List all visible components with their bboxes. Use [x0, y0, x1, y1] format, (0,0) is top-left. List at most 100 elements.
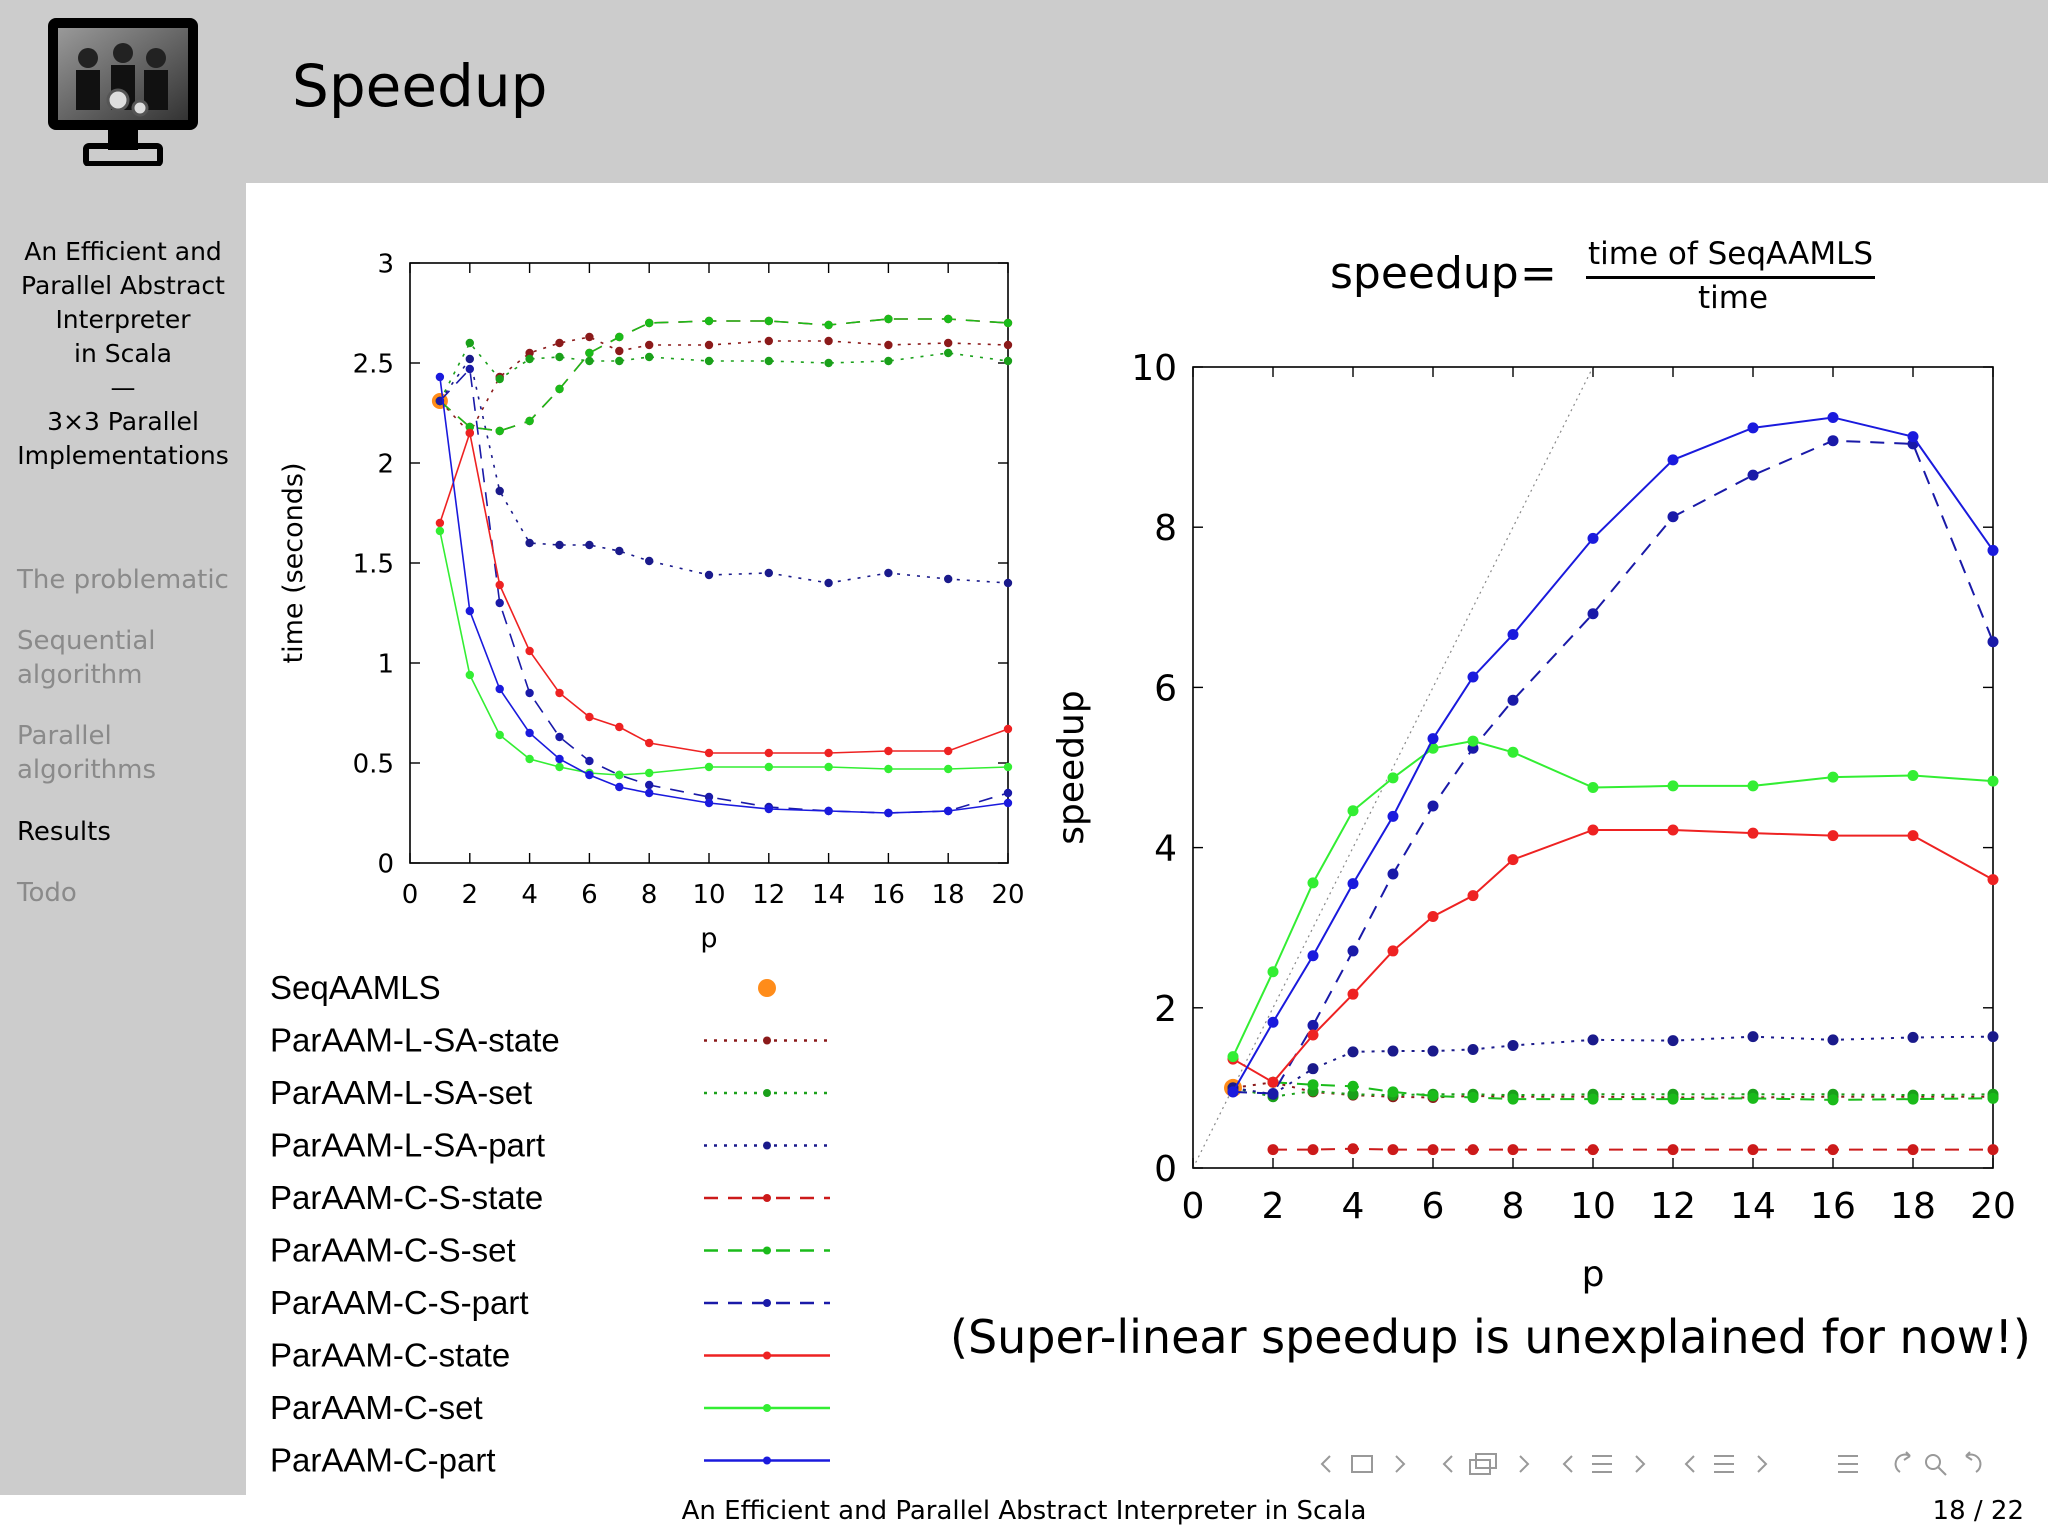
- sidebar-item-sequential-algorithm[interactable]: Sequential algorithm: [17, 624, 156, 692]
- y-tick-label: 2: [1154, 989, 1177, 1030]
- data-point: [1307, 1029, 1319, 1041]
- legend-swatch-point: [763, 1456, 771, 1465]
- data-point: [824, 320, 833, 330]
- legend: SeqAAMLS ParAAM-L-SA-state ParAAM-L-SA-set…: [270, 969, 830, 1479]
- legend-swatch-point: [763, 1036, 771, 1045]
- series-line: [439, 367, 1009, 814]
- data-point: [645, 556, 654, 566]
- y-tick-label: 1: [377, 649, 394, 679]
- data-point: [585, 332, 594, 342]
- data-point: [1347, 988, 1359, 1000]
- data-point: [525, 538, 534, 548]
- data-point: [1507, 746, 1519, 758]
- y-tick-label: 2: [377, 449, 394, 479]
- y-tick-label: 2.5: [353, 349, 394, 379]
- data-point: [1387, 945, 1399, 957]
- data-point: [1507, 1039, 1519, 1051]
- data-point: [944, 746, 953, 756]
- sidebar-heading-line: 3×3 Parallel: [47, 407, 199, 436]
- sidebar-heading-line: —: [110, 373, 136, 402]
- data-point: [764, 316, 773, 326]
- data-point: [944, 764, 953, 774]
- sidebar-heading-line: Implementations: [17, 441, 229, 470]
- y-tick-label: 3: [377, 249, 394, 279]
- data-point: [1467, 1144, 1479, 1156]
- nav-toc-icon[interactable]: [1838, 1455, 1858, 1473]
- data-point: [1427, 733, 1439, 745]
- sidebar-item-label: algorithms: [17, 755, 157, 785]
- legend-label: ParAAM-C-S-state: [270, 1179, 543, 1216]
- data-point: [1427, 1144, 1439, 1156]
- data-point: [704, 356, 714, 366]
- data-point: [465, 364, 474, 374]
- legend-label: SeqAAMLS: [270, 969, 441, 1006]
- data-point: [645, 318, 654, 328]
- series-line: [1232, 416, 1994, 1093]
- nav-back-icon[interactable]: [1894, 1451, 1911, 1473]
- data-point: [1467, 671, 1479, 683]
- x-tick-label: 6: [1422, 1186, 1445, 1227]
- data-point: [1307, 877, 1319, 889]
- sidebar-item-todo[interactable]: Todo: [17, 878, 77, 908]
- formula-numerator: time of SeqAAMLS: [1586, 236, 1876, 279]
- data-point: [824, 762, 833, 772]
- data-point: [764, 356, 773, 366]
- data-point: [1987, 775, 1999, 787]
- data-point: [495, 486, 504, 496]
- series-ParAAM-C-state: [435, 428, 1013, 758]
- data-point: [1827, 411, 1839, 423]
- data-point: [1907, 1144, 1919, 1156]
- data-point: [645, 788, 654, 798]
- nav-section-icon[interactable]: [1562, 1455, 1646, 1473]
- nav-frame-icon[interactable]: [1320, 1455, 1406, 1473]
- nav-search-icon[interactable]: [1925, 1454, 1947, 1476]
- data-point: [1227, 1086, 1239, 1098]
- data-point: [645, 738, 654, 748]
- data-point: [1907, 1093, 1919, 1105]
- nav-forward-icon[interactable]: [1965, 1451, 1982, 1473]
- data-point: [465, 606, 474, 616]
- data-point: [1003, 798, 1013, 808]
- data-point: [1427, 1090, 1439, 1102]
- data-point: [1827, 1034, 1839, 1046]
- data-point: [944, 806, 953, 816]
- legend-label: ParAAM-C-S-set: [270, 1232, 516, 1269]
- data-point: [585, 712, 594, 722]
- data-point: [944, 348, 953, 358]
- data-point: [1307, 950, 1319, 962]
- data-point: [525, 728, 534, 738]
- series-ParAAM-C-set: [435, 526, 1013, 780]
- data-point: [645, 768, 654, 778]
- data-point: [525, 646, 534, 656]
- data-point: [1747, 1092, 1759, 1104]
- data-point: [615, 332, 624, 342]
- sidebar-heading[interactable]: An Efficient and Parallel Abstract Inter…: [0, 235, 246, 473]
- x-tick-label: 2: [1262, 1186, 1285, 1227]
- y-tick-label: 4: [1154, 829, 1177, 870]
- data-point: [585, 770, 594, 780]
- x-tick-label: 4: [521, 880, 538, 910]
- data-point: [1827, 1144, 1839, 1156]
- data-point: [585, 756, 594, 766]
- data-point: [1907, 1031, 1919, 1043]
- data-point: [1307, 1079, 1319, 1091]
- data-point: [1267, 1144, 1279, 1156]
- legend-item: ParAAM-C-set: [270, 1389, 830, 1426]
- sidebar: An Efficient and Parallel Abstract Inter…: [0, 183, 246, 1495]
- series-line: [1232, 828, 1994, 1084]
- sidebar-item-label: Parallel: [17, 721, 112, 751]
- series-ParAAM-C-S-state: [1267, 1143, 1999, 1156]
- nav-subsection-icon[interactable]: [1442, 1453, 1530, 1475]
- x-tick-label: 20: [1970, 1186, 2016, 1227]
- sidebar-item-results[interactable]: Results: [17, 817, 111, 847]
- nav-part-icon[interactable]: [1684, 1455, 1768, 1473]
- data-point: [1907, 431, 1919, 443]
- sidebar-item-the-problematic[interactable]: The problematic: [17, 565, 229, 595]
- data-point: [884, 314, 893, 324]
- series-line: [439, 336, 1009, 435]
- x-tick-label: 6: [581, 880, 598, 910]
- legend-label: ParAAM-L-SA-part: [270, 1127, 545, 1164]
- sidebar-item-parallel-algorithms[interactable]: Parallel algorithms: [17, 719, 156, 787]
- legend-item: SeqAAMLS: [270, 969, 776, 1006]
